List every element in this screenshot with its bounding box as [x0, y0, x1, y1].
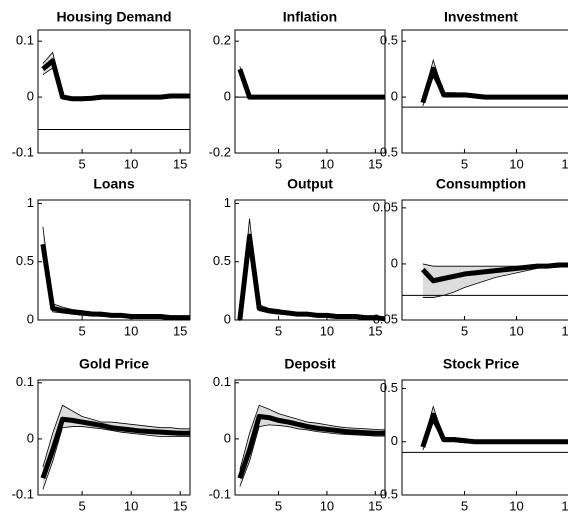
- y-tick-label: 0: [224, 89, 231, 104]
- y-tick-label: 0: [391, 255, 398, 270]
- y-tick-label: 0.1: [213, 374, 231, 389]
- y-tick-label: 0.05: [373, 199, 398, 214]
- y-tick-label: -0.1: [209, 486, 231, 501]
- median-line: [237, 233, 386, 322]
- y-tick-label: 0: [224, 430, 231, 445]
- y-tick-label: 0.5: [380, 33, 398, 48]
- y-tick-label: -0.5: [376, 486, 398, 501]
- x-tick-label: 15: [368, 156, 382, 171]
- chart-title: Stock Price: [443, 356, 519, 372]
- lower-line: [239, 71, 385, 99]
- x-tick-label: 15: [173, 156, 187, 171]
- x-tick-label: 5: [275, 323, 282, 338]
- x-tick-label: 10: [320, 498, 334, 513]
- median-line: [40, 416, 190, 479]
- median-line: [237, 413, 385, 479]
- chart-title: Loans: [93, 176, 134, 192]
- axes-box: [401, 29, 568, 154]
- y-tick-label: -0.5: [376, 144, 398, 159]
- x-tick-label: 5: [461, 156, 468, 171]
- x-tick-label: 5: [275, 498, 282, 513]
- x-tick-label: 10: [320, 156, 334, 171]
- axes-box: [37, 379, 191, 496]
- upper-line: [42, 226, 190, 317]
- y-tick-label: 0: [27, 430, 34, 445]
- median-line: [237, 68, 385, 100]
- upper-line: [42, 404, 190, 468]
- chart-title: Output: [287, 176, 333, 192]
- median-line: [40, 243, 190, 321]
- band: [239, 66, 385, 99]
- median-line: [420, 66, 568, 104]
- axes-box: [401, 379, 568, 496]
- lower-line: [42, 426, 190, 490]
- y-tick-label: -0.1: [12, 486, 34, 501]
- x-tick-label: 5: [79, 156, 86, 171]
- band: [422, 263, 568, 298]
- x-tick-label: 5: [275, 156, 282, 171]
- y-tick-label: -0.05: [368, 311, 398, 326]
- y-tick-label: 0.5: [213, 253, 231, 268]
- axes-box: [401, 199, 568, 321]
- y-tick-label: 0: [224, 311, 231, 326]
- x-tick-label: 15: [368, 323, 382, 338]
- x-tick-label: 5: [461, 323, 468, 338]
- x-tick-label: 15: [173, 498, 187, 513]
- axes-box: [234, 199, 386, 321]
- y-tick-label: 0.2: [213, 33, 231, 48]
- median-line: [41, 58, 190, 102]
- chart-title: Deposit: [284, 356, 336, 372]
- x-tick-label: 10: [124, 498, 138, 513]
- chart-title: Inflation: [283, 9, 337, 25]
- x-tick-label: 10: [124, 323, 138, 338]
- axes-box: [37, 199, 191, 321]
- y-tick-label: 0: [391, 433, 398, 448]
- median-line: [420, 262, 568, 284]
- upper-line: [239, 218, 386, 319]
- upper-line: [239, 66, 385, 97]
- x-tick-label: 10: [320, 323, 334, 338]
- median-line: [420, 412, 568, 448]
- chart-title: Consumption: [436, 176, 526, 192]
- axes-box: [37, 29, 191, 154]
- chart-title: Gold Price: [79, 356, 149, 372]
- x-tick-label: 15: [561, 323, 568, 338]
- y-tick-label: 0.1: [16, 33, 34, 48]
- axes-box: [234, 29, 386, 154]
- x-tick-label: 10: [124, 156, 138, 171]
- y-tick-label: 0: [391, 89, 398, 104]
- x-tick-label: 10: [509, 323, 523, 338]
- x-tick-label: 10: [509, 498, 523, 513]
- upper-line: [239, 404, 386, 470]
- y-tick-label: 0.5: [16, 253, 34, 268]
- x-tick-label: 5: [79, 498, 86, 513]
- y-tick-label: 0: [27, 311, 34, 326]
- x-tick-label: 15: [561, 498, 568, 513]
- y-tick-label: -0.2: [209, 144, 231, 159]
- y-tick-label: -0.1: [12, 144, 34, 159]
- y-tick-label: 1: [224, 195, 231, 210]
- x-tick-label: 10: [509, 156, 523, 171]
- axes-box: [234, 379, 386, 496]
- x-tick-label: 15: [173, 323, 187, 338]
- x-tick-label: 5: [461, 498, 468, 513]
- chart-title: Investment: [444, 9, 518, 25]
- band: [42, 52, 190, 101]
- band: [42, 226, 190, 319]
- y-tick-label: 0.1: [16, 374, 34, 389]
- lower-line: [239, 424, 385, 487]
- x-tick-label: 15: [561, 156, 568, 171]
- chart-title: Housing Demand: [56, 9, 171, 25]
- x-tick-label: 5: [79, 323, 86, 338]
- y-tick-label: 0: [27, 89, 34, 104]
- x-tick-label: 15: [368, 498, 382, 513]
- y-tick-label: 0.5: [380, 380, 398, 395]
- upper-line: [42, 51, 190, 98]
- y-tick-label: 1: [27, 195, 34, 210]
